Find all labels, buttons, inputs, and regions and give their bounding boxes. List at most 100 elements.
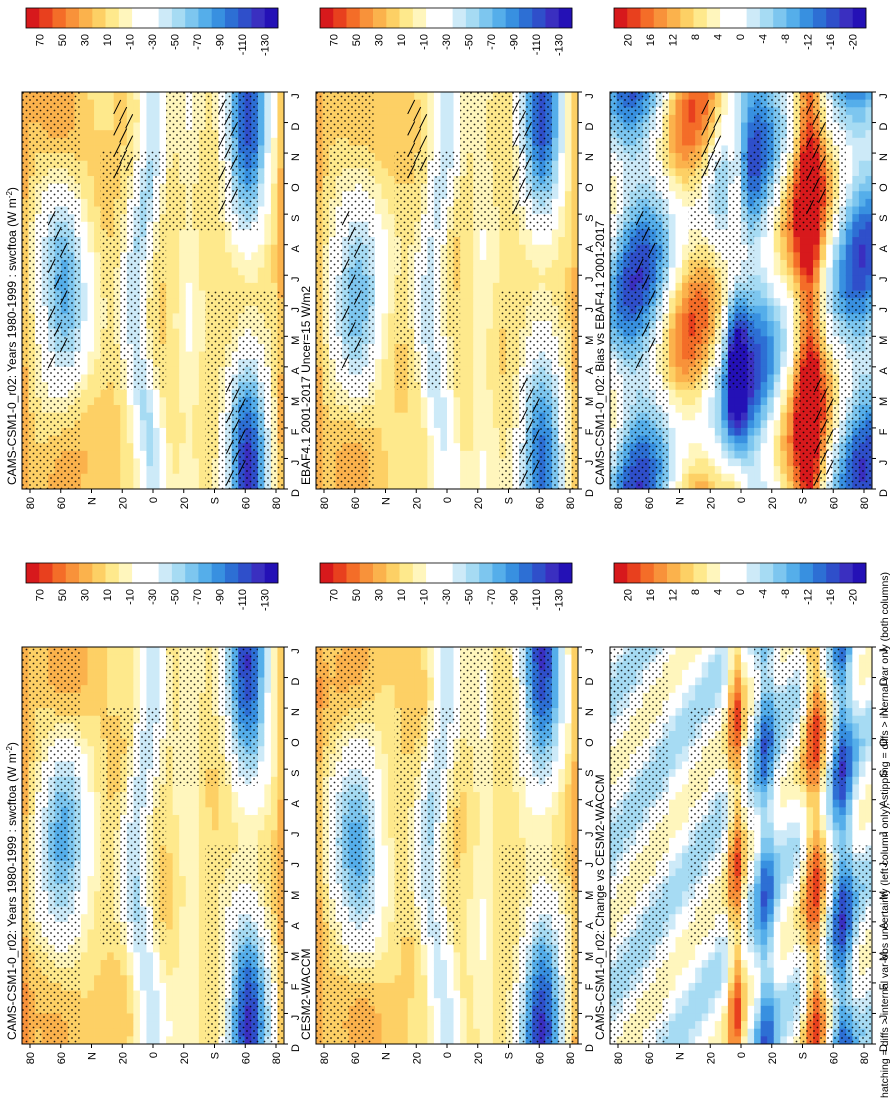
heat-cell xyxy=(94,229,101,238)
heat-cell xyxy=(264,761,272,770)
heat-cell xyxy=(94,830,101,839)
heat-cell xyxy=(388,206,395,215)
heat-cell xyxy=(270,830,278,839)
heat-cell xyxy=(251,784,259,793)
heat-cell xyxy=(257,738,265,747)
heat-cell xyxy=(172,914,180,923)
heat-cell xyxy=(139,466,147,475)
heat-cell xyxy=(388,359,395,368)
heat-cell xyxy=(107,967,115,976)
heat-cell xyxy=(388,412,395,421)
heat-cell xyxy=(381,397,389,406)
heat-cell xyxy=(179,830,187,839)
heat-cell xyxy=(192,298,200,307)
heat-cell xyxy=(388,130,395,139)
heat-cell xyxy=(87,837,95,846)
heat-cell xyxy=(270,723,278,732)
heat-cell xyxy=(133,960,141,969)
heat-cell xyxy=(198,298,206,307)
heat-cell xyxy=(126,692,134,701)
heat-cell xyxy=(159,944,167,953)
heat-cell xyxy=(120,669,128,678)
colorbar-label: 70 xyxy=(34,34,46,46)
heat-cell xyxy=(264,647,272,656)
heat-cell xyxy=(87,944,95,953)
heat-cell xyxy=(107,1036,115,1045)
heat-cell xyxy=(192,876,200,885)
heat-cell xyxy=(120,389,128,398)
hatch-line xyxy=(231,449,240,465)
heat-cell xyxy=(185,336,193,345)
heat-cell xyxy=(139,92,147,101)
heat-cell xyxy=(257,700,265,709)
heat-cell xyxy=(87,1036,95,1045)
colorbar-swatch xyxy=(211,563,226,583)
heat-cell xyxy=(218,792,226,801)
heat-cell xyxy=(205,784,213,793)
heat-cell xyxy=(107,998,115,1007)
heat-cell xyxy=(133,99,141,108)
heat-cell xyxy=(231,259,239,268)
heat-cell xyxy=(198,275,206,284)
heat-cell xyxy=(100,998,108,1007)
heat-cell xyxy=(264,654,272,663)
heat-cell xyxy=(94,868,101,877)
heat-cell xyxy=(80,137,88,146)
heat-cell xyxy=(277,282,285,291)
heat-cell xyxy=(80,443,88,452)
heat-cell xyxy=(153,998,160,1007)
heat-cell xyxy=(270,259,278,268)
heat-cell xyxy=(166,229,174,238)
heat-cell xyxy=(133,647,141,656)
heat-cell xyxy=(159,137,167,146)
heat-cell xyxy=(80,891,88,900)
heat-cell xyxy=(133,397,141,406)
heat-cell xyxy=(192,259,200,268)
heat-cell xyxy=(264,769,272,778)
heat-cell xyxy=(126,654,134,663)
heat-cell xyxy=(94,1028,101,1037)
heat-cell xyxy=(94,466,101,475)
heat-cell xyxy=(80,298,88,307)
heat-cell xyxy=(192,366,200,375)
heat-cell xyxy=(139,662,147,671)
heat-cell xyxy=(120,967,128,976)
heat-cell xyxy=(277,114,285,123)
heat-cell xyxy=(192,359,200,368)
heat-cell xyxy=(264,198,272,207)
heat-cell xyxy=(374,458,382,467)
heat-cell xyxy=(87,1021,95,1030)
heat-cell xyxy=(270,708,278,717)
heat-cell xyxy=(198,792,206,801)
heat-cell xyxy=(198,883,206,892)
heat-cell xyxy=(251,267,259,276)
month-tick-label: M xyxy=(290,952,302,961)
heat-cell xyxy=(100,677,108,686)
heat-cell xyxy=(80,860,88,869)
heat-cell xyxy=(94,799,101,808)
heat-cell xyxy=(185,305,193,314)
heat-cell xyxy=(80,669,88,678)
heat-cell xyxy=(133,473,141,482)
heat-cell xyxy=(211,807,219,816)
month-tick-label: F xyxy=(290,983,302,990)
heat-cell xyxy=(126,647,134,656)
heat-cell xyxy=(264,685,272,694)
heat-cell xyxy=(87,669,95,678)
heat-cell xyxy=(107,692,115,701)
heat-cell xyxy=(277,685,285,694)
heat-cell xyxy=(139,397,147,406)
heat-cell xyxy=(257,692,265,701)
heat-cell xyxy=(159,130,167,139)
heat-cell xyxy=(87,343,95,352)
hatch-line xyxy=(225,377,234,393)
heat-cell xyxy=(146,114,154,123)
heat-cell xyxy=(139,99,147,108)
heat-cell xyxy=(94,290,101,299)
heat-cell xyxy=(133,998,141,1007)
heat-cell xyxy=(185,929,193,938)
heat-cell xyxy=(94,359,101,368)
heat-cell xyxy=(133,982,141,991)
heat-cell xyxy=(185,275,193,284)
heat-cell xyxy=(120,137,128,146)
